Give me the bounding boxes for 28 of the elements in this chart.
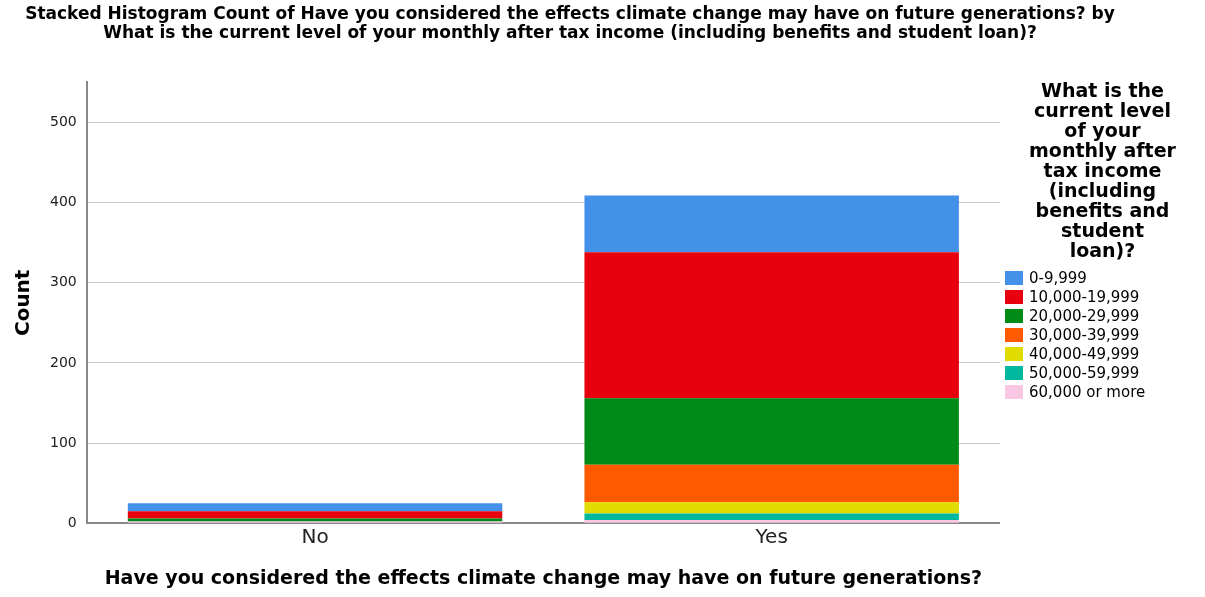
bar (584, 513, 959, 520)
y-tick-label: 100 (49, 433, 77, 450)
bar (584, 519, 959, 523)
legend-label: 30,000-39,999 (1029, 325, 1140, 344)
x-tick-label: No (301, 524, 329, 549)
bar (127, 503, 503, 512)
legend-label: 40,000-49,999 (1029, 344, 1140, 363)
bar (584, 464, 959, 503)
text: What is the current level of your monthly after tax income (including benefits and student loan)? (1029, 79, 1176, 261)
legend-label: 0-9,999 (1029, 268, 1087, 287)
y-tick-label: 0 (67, 513, 77, 530)
bar (584, 252, 959, 399)
chart-title: Stacked Histogram Count of Have you considered the effects climate change may have on future generations? by What is the current level of your monthly after tax income (including benefits and student loan)? (24, 3, 1116, 42)
legend-label: 20,000-29,999 (1029, 306, 1140, 325)
legend-label: 10,000-19,999 (1029, 287, 1140, 306)
x-tick-label: Yes (754, 524, 788, 549)
y-tick-label: 200 (49, 353, 77, 370)
bar (584, 195, 959, 253)
bar (127, 511, 503, 519)
y-tick-label: 500 (49, 113, 77, 130)
y-axis-title: Count (10, 269, 35, 337)
bar (584, 398, 959, 465)
x-axis-title: Have you considered the effects climate change may have on future generations? (104, 565, 983, 588)
legend-label: 50,000-59,999 (1029, 363, 1140, 382)
legend-label: 60,000 or more (1029, 382, 1146, 401)
bar (584, 502, 959, 514)
y-tick-label: 400 (49, 193, 77, 210)
y-tick-label: 300 (49, 273, 77, 290)
